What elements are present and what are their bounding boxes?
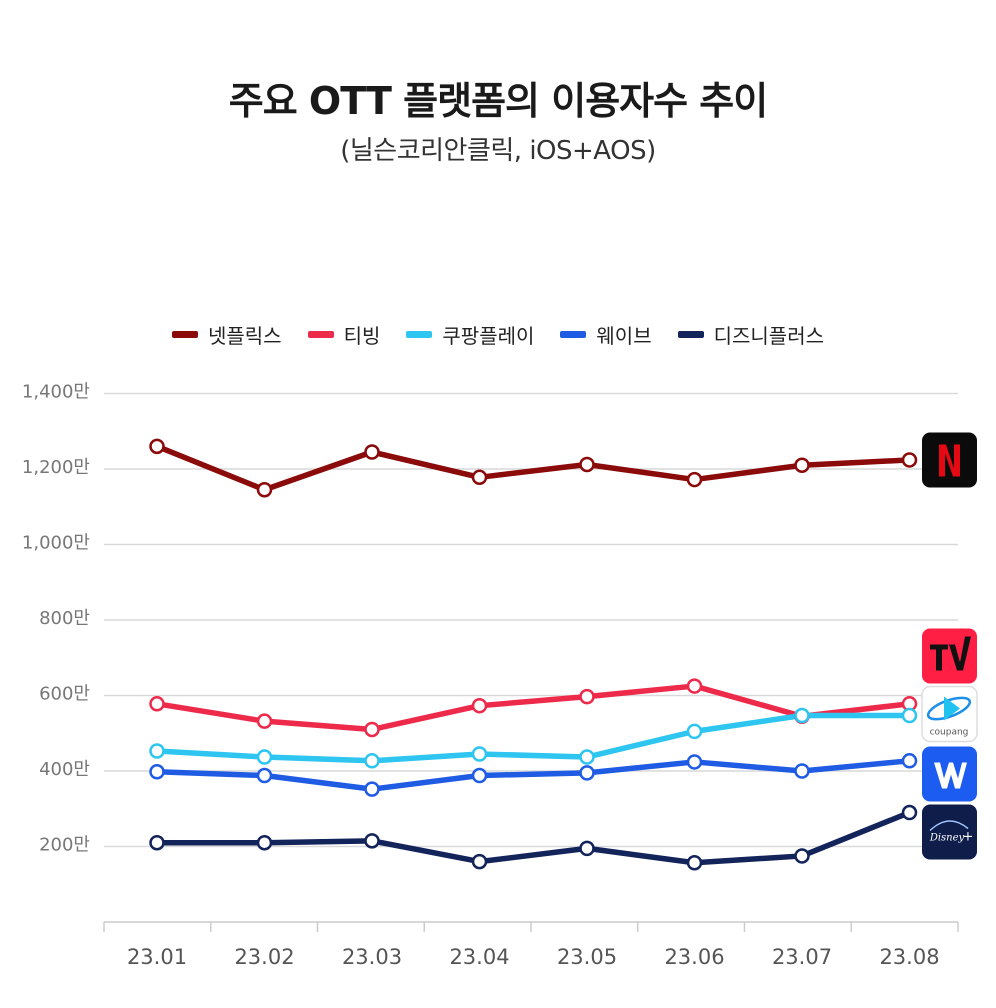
series-line [154, 712, 913, 764]
data-point [256, 767, 273, 784]
legend-swatch [406, 331, 433, 338]
x-tick-label: 23.02 [234, 945, 294, 969]
netflix-logo-icon [922, 432, 977, 488]
legend-swatch [171, 331, 198, 338]
y-tick-label: 1,200만 [22, 457, 90, 478]
data-point [149, 743, 165, 759]
platform-logos: coupang Disney+ [921, 432, 978, 860]
data-point [686, 678, 703, 694]
data-point [471, 469, 488, 486]
legend-item: 티빙 [307, 320, 381, 349]
series-line [154, 809, 913, 866]
disney-plus-sign: + [963, 830, 974, 845]
data-point [901, 707, 918, 724]
series-line [154, 683, 913, 733]
legend-label: 쿠팡플레이 [442, 324, 535, 348]
y-tick-label: 1,000만 [22, 533, 90, 554]
disney-logo-text: Disney [929, 833, 965, 844]
data-point [256, 713, 273, 729]
data-point [364, 444, 380, 460]
coupang-logo-text: coupang [930, 728, 969, 738]
series-line [154, 443, 913, 493]
series-line [154, 758, 913, 792]
data-point [256, 749, 273, 765]
wavve-logo-icon [922, 746, 977, 802]
y-tick-label: 400만 [39, 759, 90, 780]
data-point [686, 723, 703, 740]
legend-label: 웨이브 [596, 324, 652, 348]
x-tick-label: 23.06 [664, 945, 724, 969]
chart-legend: 넷플릭스 티빙 쿠팡플레이 웨이브 디즈니플러스 [0, 320, 996, 349]
x-tick-label: 23.01 [127, 945, 187, 969]
data-point [686, 854, 703, 871]
legend-item: 웨이브 [560, 320, 652, 349]
legend-label: 디즈니플러스 [713, 324, 825, 348]
x-tick-label: 23.08 [879, 945, 939, 969]
x-tick-label: 23.07 [772, 945, 832, 969]
data-point [686, 754, 703, 770]
y-tick-label: 200만 [39, 835, 90, 856]
y-tick-label: 800만 [39, 608, 90, 629]
data-point [579, 765, 595, 781]
data-point [364, 753, 380, 769]
x-tick-label: 23.04 [449, 945, 509, 969]
data-point [579, 688, 595, 705]
disney-plus-logo-icon: Disney+ [922, 804, 977, 860]
legend-item: 디즈니플러스 [677, 320, 825, 349]
data-point [794, 848, 810, 864]
data-point [901, 452, 918, 468]
data-point [579, 456, 595, 473]
data-point [364, 721, 380, 738]
data-point [256, 482, 273, 498]
legend-swatch [560, 331, 587, 338]
data-point [149, 696, 165, 712]
legend-item: 쿠팡플레이 [406, 320, 534, 349]
legend-label: 티빙 [343, 324, 381, 348]
x-tick-label: 23.05 [557, 945, 617, 969]
y-tick-label: 600만 [39, 684, 90, 705]
y-axis-ticks: 200만 400만 600만 800만 1,000만 1,200만 1,400만 [22, 382, 90, 856]
x-tick-label: 23.03 [342, 945, 402, 969]
y-tick-label: 1,400만 [22, 382, 90, 403]
chart-title: 주요 OTT 플랫폼의 이용자수 추이 [228, 79, 768, 123]
data-point [364, 781, 380, 797]
chart-subtitle: (닐슨코리안클릭, iOS+AOS) [340, 136, 656, 166]
data-point [579, 749, 595, 765]
data-point [471, 853, 488, 870]
tving-logo-icon [922, 628, 977, 684]
data-point [901, 804, 918, 821]
legend-swatch [307, 331, 334, 338]
legend-label: 넷플릭스 [207, 324, 282, 348]
data-point [149, 834, 165, 851]
x-axis: 23.01 23.02 23.03 23.04 23.05 23.06 23.07 23.08 [103, 921, 959, 969]
data-point [471, 767, 488, 784]
legend-swatch [677, 331, 704, 338]
data-point [256, 834, 273, 851]
data-point [794, 457, 810, 473]
data-point [149, 764, 165, 780]
data-point [901, 753, 918, 769]
data-point [364, 833, 380, 849]
series-lines [154, 443, 913, 866]
legend-item: 넷플릭스 [171, 320, 282, 349]
coupang-play-logo-icon: coupang [921, 685, 978, 743]
data-point [794, 763, 810, 779]
data-point [471, 746, 488, 762]
data-point [794, 707, 810, 724]
data-point [149, 438, 165, 455]
data-point [686, 471, 703, 488]
data-point [579, 840, 595, 857]
series-points [149, 438, 918, 871]
data-point [471, 697, 488, 714]
